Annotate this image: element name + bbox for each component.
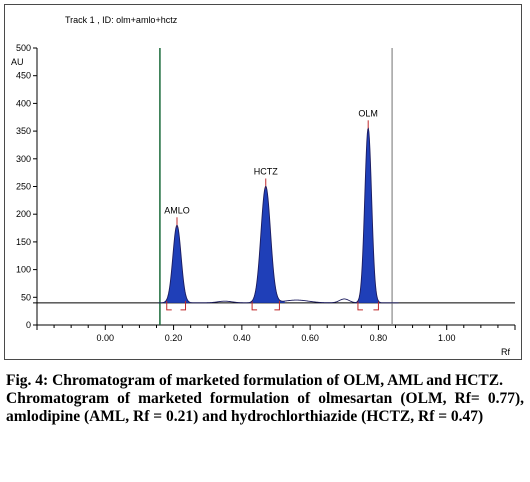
x-tick-label: 0.20 (165, 333, 183, 343)
chart-frame: Track 1 , ID: olm+amlo+hctz AU Rf 0 50 100… (4, 4, 522, 360)
peak-area (160, 225, 194, 303)
y-tick-label: 150 (16, 237, 31, 247)
x-tick-label: 0.60 (301, 333, 319, 343)
integration-bracket (166, 300, 172, 311)
peak-label: AMLO (164, 205, 190, 215)
integration-bracket (251, 300, 258, 311)
peak-label: HCTZ (254, 167, 278, 177)
figure-title-line: Fig. 4: Chromatogram of marketed formula… (6, 372, 524, 390)
y-tick-label: 200 (16, 209, 31, 219)
peak-area (354, 128, 382, 303)
x-axis-label: Rf (501, 347, 510, 357)
peak-area (246, 186, 285, 303)
y-tick-label: 0 (26, 320, 31, 330)
y-tick-label: 400 (16, 98, 31, 108)
integration-bracket (274, 300, 280, 311)
y-tick-label: 300 (16, 154, 31, 164)
y-tick-label: 250 (16, 182, 31, 192)
integration-bracket (180, 300, 187, 311)
peaks: AMLO HCTZ OLM (158, 108, 399, 311)
figure-label: Fig. 4: (6, 372, 49, 389)
integration-bracket (357, 300, 363, 311)
y-tick-label: 450 (16, 71, 31, 81)
y-tick-label: 500 (16, 43, 31, 53)
figure-description: Chromatogram of marketed formulation of … (6, 390, 524, 425)
x-tick-label: 0.80 (370, 333, 388, 343)
x-tick-label: 0.00 (97, 333, 115, 343)
ticks: 0 50 100 150 200 250 300 350 400 450 500 0.00 0.20 0.… (16, 43, 516, 343)
figure-title: Chromatogram of marketed formulation of … (52, 372, 503, 389)
figure-caption: Fig. 4: Chromatogram of marketed formula… (6, 372, 524, 426)
track-title: Track 1 , ID: olm+amlo+hctz (65, 15, 178, 25)
y-tick-label: 100 (16, 265, 31, 275)
y-tick-label: 350 (16, 126, 31, 136)
x-tick-label: 1.00 (438, 333, 456, 343)
signal-trace (158, 127, 399, 304)
chromatogram-chart: Track 1 , ID: olm+amlo+hctz AU Rf 0 50 100… (11, 15, 516, 357)
integration-bracket (373, 300, 379, 311)
peak-label: OLM (358, 108, 378, 118)
x-tick-label: 0.40 (233, 333, 251, 343)
y-tick-label: 50 (21, 292, 31, 302)
y-axis-label: AU (11, 57, 24, 67)
